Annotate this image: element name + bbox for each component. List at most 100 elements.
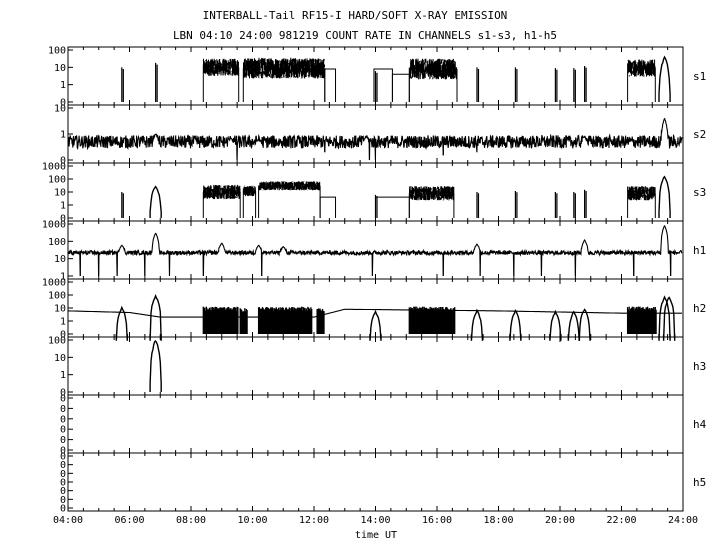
y-tick-label-s1-2: 1 bbox=[60, 80, 66, 91]
x-tick-label-10: 24:00 bbox=[668, 515, 698, 526]
channel-label-h1: h1 bbox=[693, 244, 706, 257]
y-tick-label-h4-0: 0 bbox=[60, 394, 66, 405]
series-s3 bbox=[121, 175, 671, 219]
noise-segment-s1-2 bbox=[408, 58, 458, 102]
y-tick-label-h5-6: 0 bbox=[60, 504, 66, 515]
noise-segment-s3-0 bbox=[202, 184, 241, 218]
y-tick-label-h1-2: 10 bbox=[54, 254, 66, 265]
panel-frame-h4 bbox=[67, 394, 684, 454]
x-axis-label: time UT bbox=[355, 530, 397, 541]
series-s2 bbox=[67, 117, 683, 161]
flat-segment-s3-0 bbox=[319, 196, 337, 218]
spike-h2-0 bbox=[115, 305, 129, 341]
spike-h2-3 bbox=[470, 308, 484, 341]
noise-segment-s3-2 bbox=[258, 181, 321, 218]
y-tick-label-h5-5: 0 bbox=[60, 495, 66, 506]
y-tick-label-h5-3: 0 bbox=[60, 478, 66, 489]
series-s1 bbox=[121, 55, 671, 103]
series-h2 bbox=[68, 293, 682, 341]
burst-segment-h2-2 bbox=[257, 306, 313, 334]
spike-h2-6 bbox=[567, 310, 581, 341]
series-h1 bbox=[67, 225, 683, 277]
channel-label-h3: h3 bbox=[693, 360, 706, 373]
series-h3 bbox=[149, 339, 162, 393]
spike-s3-0 bbox=[121, 192, 124, 218]
spike-h2-4 bbox=[509, 309, 522, 341]
spike-s3-5 bbox=[554, 192, 558, 218]
spike-h2-8 bbox=[658, 295, 671, 341]
x-tick-label-3: 10:00 bbox=[237, 515, 267, 526]
y-tick-label-h5-2: 0 bbox=[60, 469, 66, 480]
channel-label-h4: h4 bbox=[693, 418, 707, 431]
y-tick-label-s2-1: 1 bbox=[60, 130, 66, 141]
noise-segment-s1-3 bbox=[627, 59, 656, 102]
x-tick-label-8: 20:00 bbox=[545, 515, 575, 526]
burst-segment-h2-4 bbox=[408, 306, 456, 334]
x-tick-label-9: 22:00 bbox=[606, 515, 636, 526]
spike-s3-8 bbox=[658, 175, 671, 219]
y-tick-label-h3-0: 100 bbox=[48, 336, 66, 347]
panel-h1: 1000 100 10 1 h1 bbox=[42, 220, 706, 283]
channel-label-s3: s3 bbox=[693, 186, 706, 199]
y-tick-label-s3-1: 100 bbox=[48, 175, 66, 186]
panels-group: 1001010s11010s210001001010s31000100101h1… bbox=[42, 46, 707, 515]
y-tick-label-h2-0: 1000 bbox=[42, 278, 66, 289]
panel-frame-h1 bbox=[67, 220, 684, 280]
spike-s1-7 bbox=[584, 65, 587, 102]
y-tick-label-h2-4: 0 bbox=[60, 330, 66, 341]
x-tick-label-6: 16:00 bbox=[422, 515, 452, 526]
y-tick-label-h4-2: 0 bbox=[60, 414, 66, 425]
spike-h2-1 bbox=[149, 293, 162, 341]
spike-h2-9 bbox=[662, 296, 676, 341]
spike-s3-1 bbox=[149, 185, 162, 219]
flat-segment-s3-1 bbox=[375, 196, 410, 218]
channel-label-s1: s1 bbox=[693, 70, 706, 83]
channel-label-s2: s2 bbox=[693, 128, 706, 141]
y-tick-label-s1-0: 100 bbox=[48, 46, 66, 57]
panel-frame-h5 bbox=[67, 452, 684, 512]
y-tick-label-h4-1: 0 bbox=[60, 404, 66, 415]
spike-h2-7 bbox=[578, 308, 591, 341]
spike-s1-0 bbox=[121, 67, 124, 102]
spike-s3-2 bbox=[374, 194, 378, 218]
noise-segment-s3-3 bbox=[408, 186, 455, 218]
y-tick-label-h5-0: 0 bbox=[60, 452, 66, 463]
y-tick-label-s3-3: 1 bbox=[60, 201, 66, 212]
y-tick-label-s1-3: 0 bbox=[60, 98, 66, 109]
y-tick-label-s2-0: 10 bbox=[54, 104, 66, 115]
y-tick-label-h4-4: 0 bbox=[60, 435, 66, 446]
y-tick-label-h2-3: 1 bbox=[60, 317, 66, 328]
burst-segment-h2-0 bbox=[202, 306, 239, 334]
spike-s1-8 bbox=[658, 55, 671, 103]
y-tick-label-s2-2: 0 bbox=[60, 156, 66, 167]
spike-h2-5 bbox=[549, 309, 562, 341]
y-tick-label-h5-4: 0 bbox=[60, 486, 66, 497]
noise-segment-s1-1 bbox=[242, 57, 326, 102]
spike-s1-6 bbox=[573, 68, 576, 102]
y-tick-label-h3-3: 0 bbox=[60, 388, 66, 399]
y-tick-label-h3-2: 1 bbox=[60, 370, 66, 381]
channel-label-h2: h2 bbox=[693, 302, 706, 315]
y-tick-label-h1-3: 1 bbox=[60, 272, 66, 283]
spike-s1-3 bbox=[476, 67, 480, 102]
x-tick-label-2: 08:00 bbox=[176, 515, 206, 526]
x-tick-label-7: 18:00 bbox=[483, 515, 513, 526]
burst-segment-h2-3 bbox=[316, 308, 325, 334]
burst-segment-h2-1 bbox=[239, 308, 248, 334]
series-line-h2 bbox=[68, 308, 682, 318]
y-tick-label-s3-0: 1000 bbox=[42, 162, 66, 173]
y-tick-label-h1-1: 100 bbox=[48, 237, 66, 248]
y-tick-label-h3-1: 10 bbox=[54, 353, 66, 364]
burst-segment-h2-5 bbox=[626, 306, 657, 334]
spike-s1-1 bbox=[155, 62, 158, 102]
y-tick-label-h4-5: 0 bbox=[60, 446, 66, 457]
chart-subtitle: LBN 04:10 24:00 981219 COUNT RATE IN CHA… bbox=[173, 29, 557, 42]
spike-h3-0 bbox=[149, 339, 162, 393]
